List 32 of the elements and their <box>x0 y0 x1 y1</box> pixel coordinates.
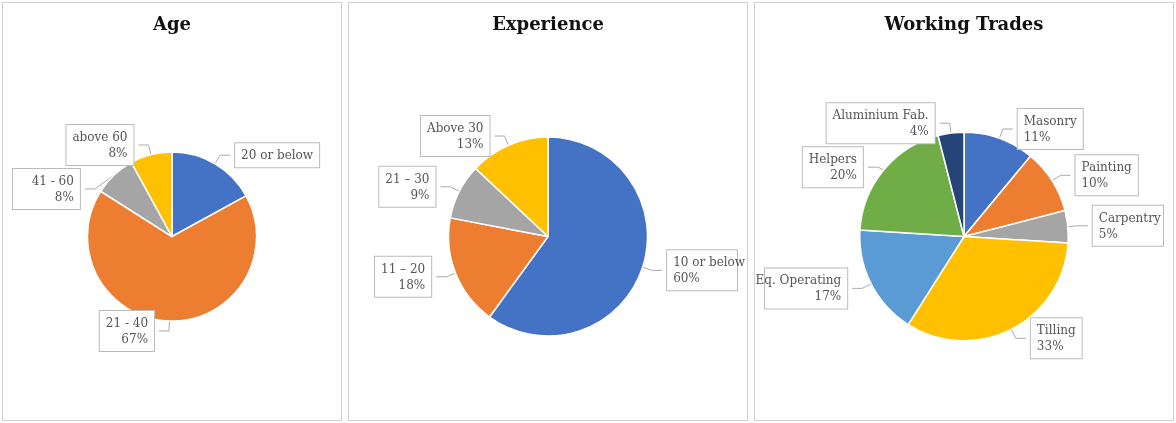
data-label: 11% <box>1023 130 1051 145</box>
data-label: 13% <box>456 137 484 152</box>
slice-label: above 60 <box>72 129 128 144</box>
slice-label: Eq. Operating <box>755 273 842 288</box>
slice-label: Masonry <box>1023 114 1077 129</box>
data-label: 60% <box>673 271 700 286</box>
slice-label: 10 or below <box>673 255 746 270</box>
slice-label: 21 – 30 <box>385 171 430 186</box>
chart-title: Age <box>151 12 192 34</box>
chart-title: Working Trades <box>883 12 1044 34</box>
data-label: 18% <box>398 277 426 292</box>
data-label: 20% <box>830 168 857 183</box>
slice-label: Painting <box>1081 160 1133 175</box>
slice-label: Tilling <box>1036 323 1076 338</box>
data-label: 10% <box>1081 176 1109 191</box>
slice-label: 21 - 40 <box>105 315 149 330</box>
slice-label: Above 30 <box>425 121 484 136</box>
slice-label: 20 or below <box>241 148 314 163</box>
data-label: 33% <box>1036 339 1064 354</box>
data-label: 8% <box>108 145 128 160</box>
data-label: 8% <box>54 189 74 204</box>
data-label: 5% <box>1098 226 1118 241</box>
slice-label: Carpentry <box>1098 210 1161 225</box>
slice-label: 11 – 20 <box>381 261 426 276</box>
data-label: 67% <box>121 331 149 346</box>
data-label: 4% <box>909 124 929 139</box>
slice-label: Helpers <box>808 152 857 167</box>
slice-label: Aluminium Fab. <box>831 108 929 123</box>
chart-title: Experience <box>492 12 604 34</box>
data-label: 17% <box>814 289 842 304</box>
data-label: 9% <box>410 187 430 202</box>
slice-label: 41 - 60 <box>31 173 74 188</box>
